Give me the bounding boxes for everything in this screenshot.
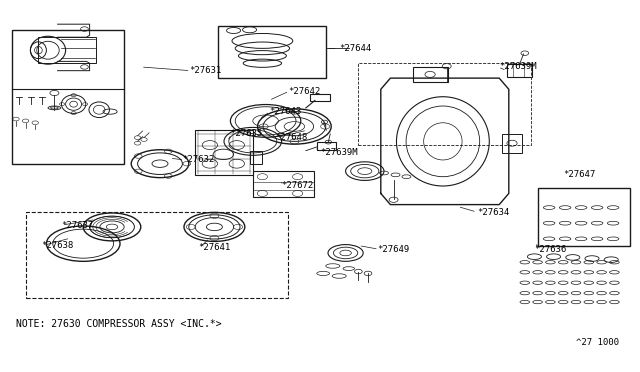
Bar xyxy=(250,151,262,164)
Text: *27638: *27638 xyxy=(42,241,74,250)
Bar xyxy=(413,67,448,82)
Text: *27643: *27643 xyxy=(269,107,301,116)
Bar xyxy=(507,64,532,77)
Text: *27635: *27635 xyxy=(230,129,262,138)
Bar xyxy=(502,134,522,153)
Text: *27639M: *27639M xyxy=(320,148,358,157)
Text: *27636: *27636 xyxy=(534,245,566,254)
Text: ^27 1000: ^27 1000 xyxy=(576,338,619,347)
Text: *27642: *27642 xyxy=(288,87,320,96)
Bar xyxy=(253,171,314,197)
Text: *27632: *27632 xyxy=(182,155,214,164)
Text: *27649: *27649 xyxy=(378,245,410,254)
Text: *27639M: *27639M xyxy=(499,62,537,71)
Text: *27631: *27631 xyxy=(189,66,221,75)
Text: *27648: *27648 xyxy=(275,133,307,142)
Bar xyxy=(218,26,326,78)
Text: *27672: *27672 xyxy=(282,182,314,190)
Bar xyxy=(317,142,336,150)
Text: *27644: *27644 xyxy=(339,44,371,53)
Text: *27637: *27637 xyxy=(61,221,93,230)
Text: *27647: *27647 xyxy=(563,170,595,179)
Text: *27641: *27641 xyxy=(198,243,230,252)
Bar xyxy=(538,188,630,246)
Bar xyxy=(38,37,96,63)
Bar xyxy=(12,30,124,164)
Text: NOTE: 27630 COMPRESSOR ASSY <INC.*>: NOTE: 27630 COMPRESSOR ASSY <INC.*> xyxy=(16,319,221,328)
Bar xyxy=(310,94,330,101)
Bar xyxy=(195,130,253,175)
Text: *27634: *27634 xyxy=(477,208,509,217)
